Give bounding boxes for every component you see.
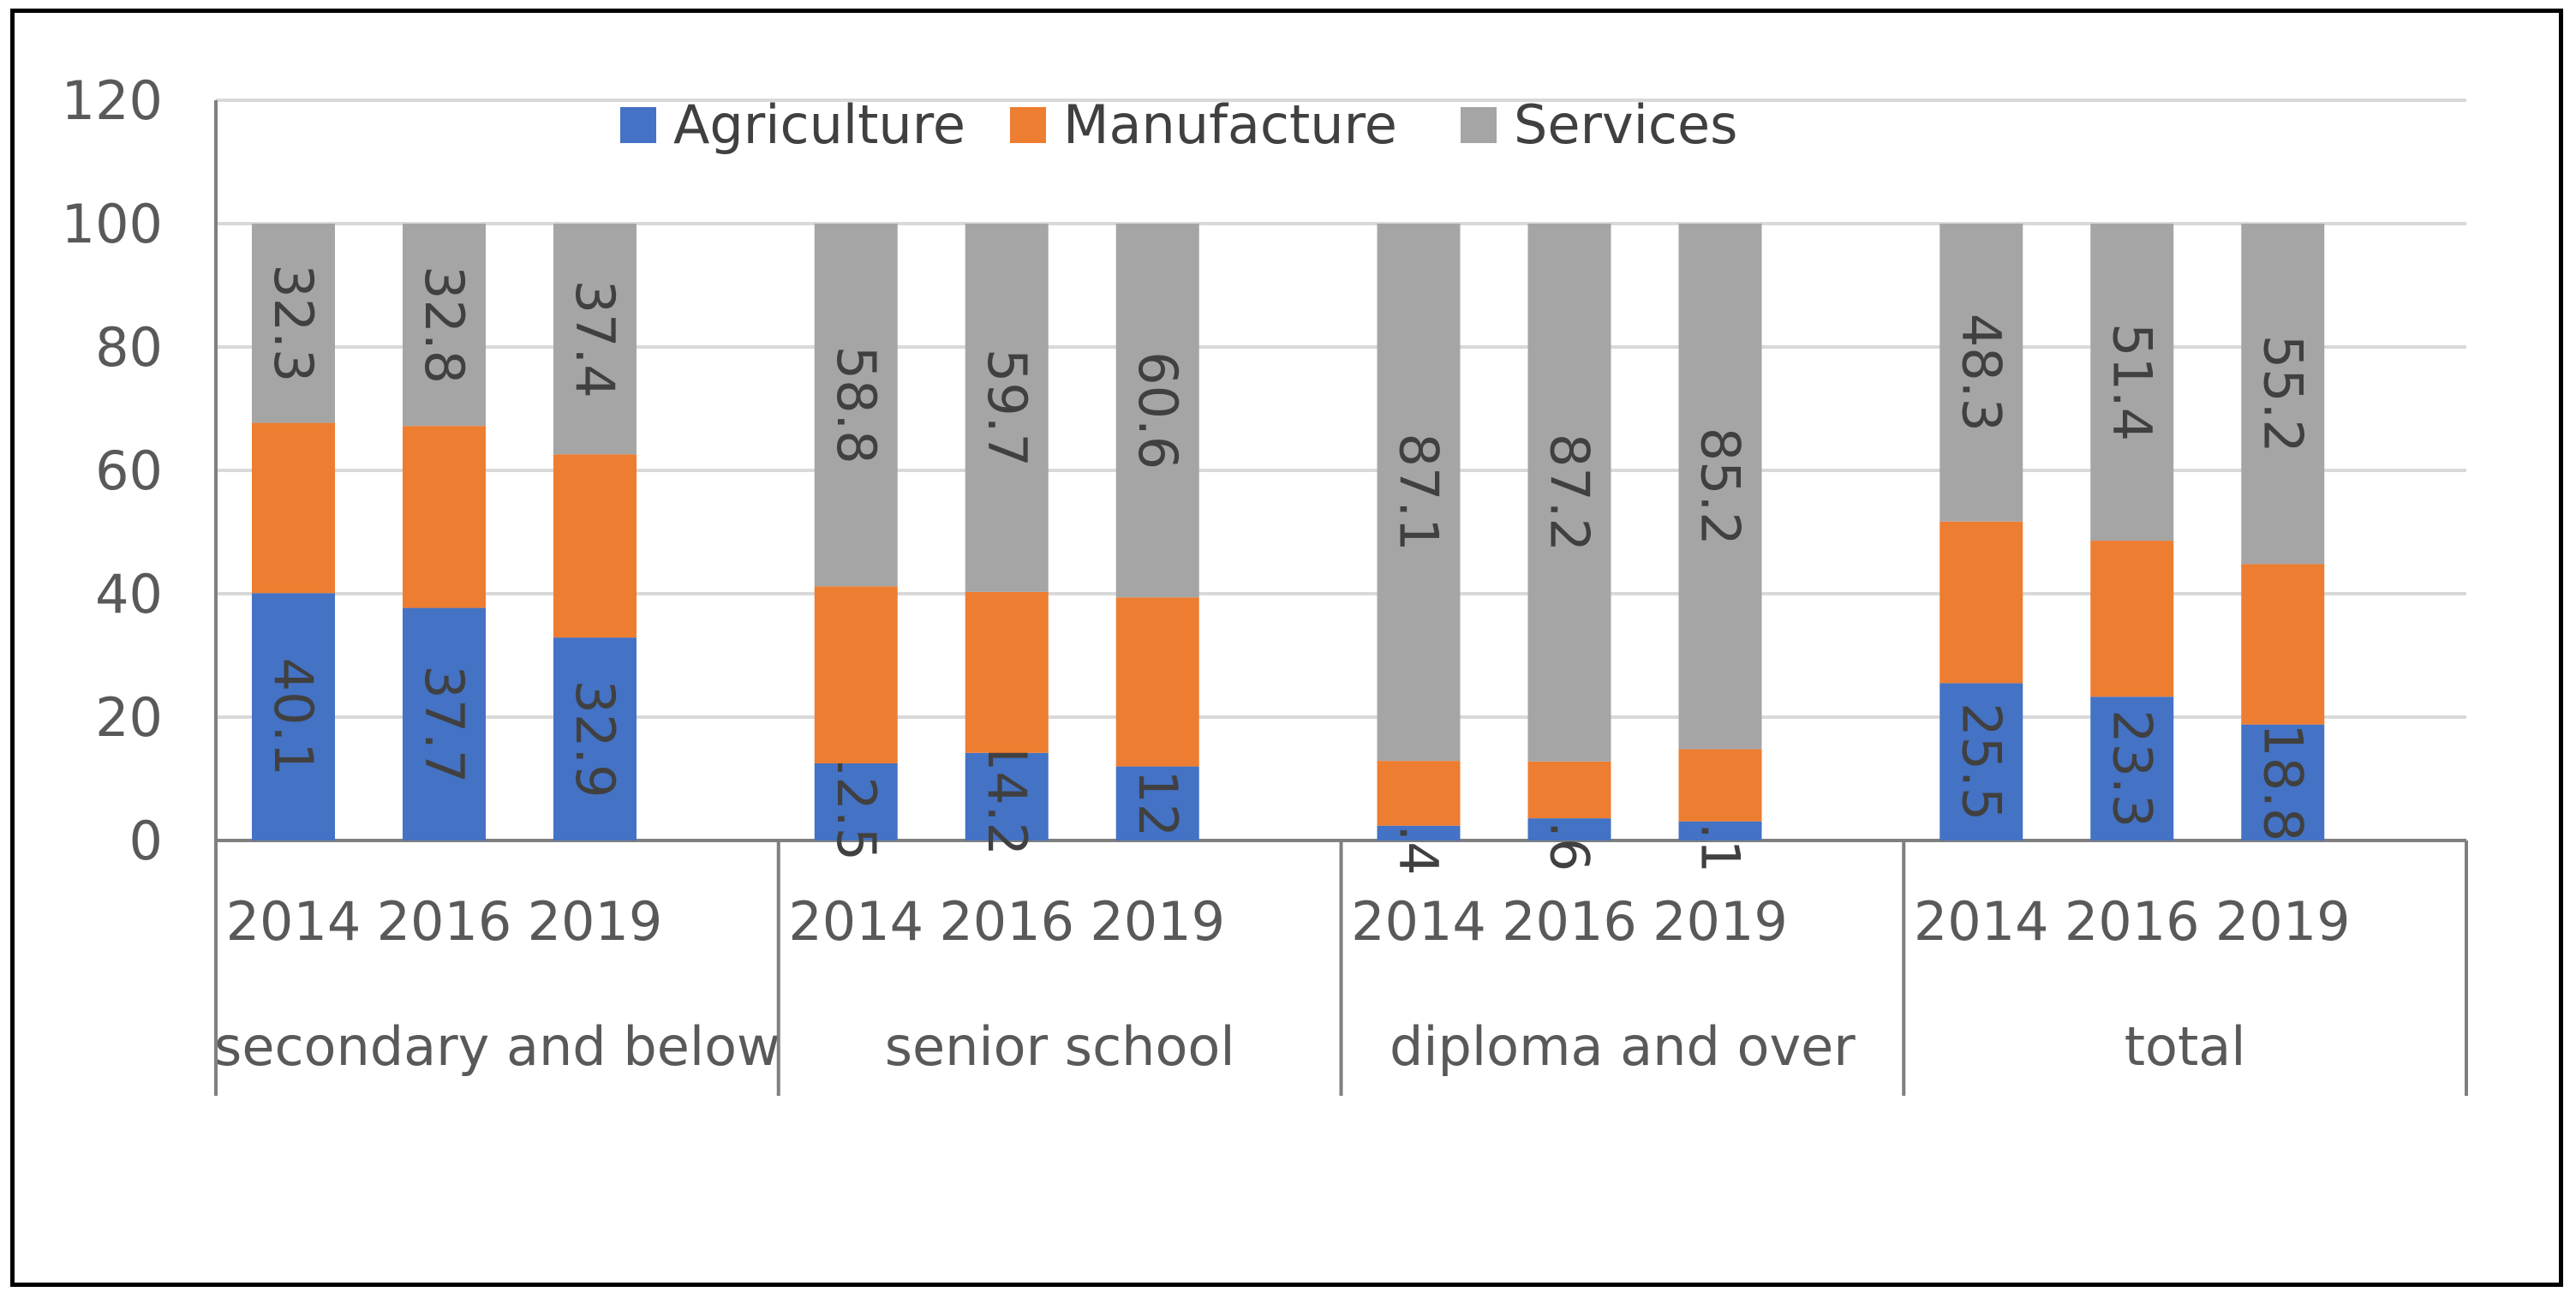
data-label-agriculture-0-2019: 32.9 bbox=[564, 680, 626, 799]
data-label-services-2-2016: 87.2 bbox=[1539, 434, 1601, 552]
x-tick-year-2-2014: 2014 bbox=[1351, 890, 1486, 953]
bar-manufacture-0-2014 bbox=[252, 422, 335, 594]
bar-services-1-2014 bbox=[814, 224, 898, 587]
legend-swatch-services bbox=[1461, 107, 1497, 143]
x-tick-year-3-2019: 2019 bbox=[2215, 890, 2351, 953]
legend-swatch-manufacture bbox=[1010, 107, 1046, 143]
data-label-agriculture-1-2016: 14.2 bbox=[976, 738, 1038, 856]
bar-services-0-2014 bbox=[252, 224, 335, 423]
bar-agriculture-0-2016 bbox=[403, 607, 486, 840]
bar-manufacture-0-2016 bbox=[403, 426, 486, 608]
bar-agriculture-0-2014 bbox=[252, 593, 335, 840]
bar-services-0-2019 bbox=[553, 224, 637, 455]
x-group-label-3: total bbox=[2125, 1015, 2246, 1078]
bar-agriculture-3-2016 bbox=[2090, 697, 2174, 840]
bar-agriculture-1-2014 bbox=[814, 763, 898, 840]
x-tick-year-1-2014: 2014 bbox=[788, 890, 923, 953]
bar-manufacture-1-2014 bbox=[814, 586, 898, 763]
data-label-services-3-2019: 55.2 bbox=[2251, 335, 2314, 453]
x-tick-year-0-2014: 2014 bbox=[226, 890, 362, 953]
stacked-bar-chart: 0 20 40 60 80 100 120 40.1 32.3 2014 37.7 32.8 2016 3… bbox=[62, 69, 2468, 1096]
data-label-services-3-2016: 51.4 bbox=[2101, 323, 2163, 441]
data-label-agriculture-3-2014: 25.5 bbox=[1950, 703, 2012, 821]
x-tick-year-1-2019: 2019 bbox=[1090, 890, 1225, 953]
chart-frame: 0 20 40 60 80 100 120 40.1 32.3 2014 37.7 32.8 2016 3… bbox=[10, 9, 2563, 1287]
data-label-services-2-2014: 87.1 bbox=[1388, 434, 1450, 552]
bar-services-3-2014 bbox=[1939, 224, 2023, 522]
x-group-label-0: secondary and below bbox=[214, 1015, 780, 1078]
bar-services-2-2014 bbox=[1377, 224, 1461, 762]
bar-agriculture-0-2019 bbox=[553, 637, 637, 840]
bar-manufacture-1-2016 bbox=[965, 591, 1049, 753]
y-tick-label-40: 40 bbox=[95, 563, 163, 625]
bar-agriculture-1-2019 bbox=[1115, 766, 1199, 840]
y-tick-label-20: 20 bbox=[95, 686, 163, 749]
legend-swatch-agriculture bbox=[620, 107, 656, 143]
data-label-services-1-2019: 60.6 bbox=[1127, 351, 1189, 470]
bar-services-1-2016 bbox=[965, 224, 1049, 592]
bar-manufacture-2-2014 bbox=[1377, 761, 1461, 826]
x-tick-year-1-2016: 2016 bbox=[939, 890, 1074, 953]
data-label-agriculture-0-2016: 37.7 bbox=[413, 665, 475, 783]
x-tick-year-2-2016: 2016 bbox=[1502, 890, 1637, 953]
y-tick-label-120: 120 bbox=[62, 69, 163, 132]
data-label-agriculture-1-2019: 12 bbox=[1127, 769, 1189, 837]
x-group-label-1: senior school bbox=[885, 1015, 1235, 1078]
bar-services-2-2016 bbox=[1527, 224, 1611, 762]
data-label-services-0-2014: 32.3 bbox=[262, 264, 325, 382]
bar-manufacture-0-2019 bbox=[553, 454, 637, 638]
bar-agriculture-2-2019 bbox=[1678, 821, 1762, 840]
data-label-agriculture-0-2014: 40.1 bbox=[262, 658, 325, 776]
bar-services-2-2019 bbox=[1678, 224, 1762, 750]
legend-label-services: Services bbox=[1514, 93, 1737, 156]
bar-agriculture-3-2019 bbox=[2241, 724, 2325, 840]
legend-label-agriculture: Agriculture bbox=[673, 93, 965, 156]
x-group-label-2: diploma and over bbox=[1390, 1015, 1856, 1078]
bar-manufacture-3-2014 bbox=[1939, 521, 2023, 684]
data-label-agriculture-3-2019: 18.8 bbox=[2251, 723, 2314, 841]
data-label-agriculture-3-2016: 23.3 bbox=[2101, 709, 2163, 828]
data-label-services-2-2019: 85.2 bbox=[1689, 428, 1752, 546]
bar-agriculture-1-2016 bbox=[965, 752, 1049, 840]
bar-services-3-2016 bbox=[2090, 224, 2174, 541]
data-label-services-3-2014: 48.3 bbox=[1950, 314, 2012, 432]
x-tick-year-0-2019: 2019 bbox=[528, 890, 663, 953]
x-tick-year-3-2014: 2014 bbox=[1914, 890, 2049, 953]
bar-manufacture-1-2019 bbox=[1115, 597, 1199, 767]
bar-services-1-2019 bbox=[1115, 224, 1199, 598]
bar-agriculture-3-2014 bbox=[1939, 683, 2023, 840]
bar-manufacture-2-2016 bbox=[1527, 761, 1611, 819]
bar-agriculture-2-2016 bbox=[1527, 818, 1611, 840]
data-label-services-1-2016: 59.7 bbox=[976, 349, 1038, 467]
data-label-services-1-2014: 58.8 bbox=[825, 346, 888, 464]
legend-label-manufacture: Manufacture bbox=[1063, 93, 1397, 156]
x-tick-year-0-2016: 2016 bbox=[377, 890, 512, 953]
bar-manufacture-3-2019 bbox=[2241, 564, 2325, 725]
y-tick-label-0: 0 bbox=[129, 810, 163, 872]
bar-manufacture-3-2016 bbox=[2090, 541, 2174, 697]
bar-agriculture-2-2014 bbox=[1377, 825, 1461, 840]
data-label-services-0-2016: 32.8 bbox=[413, 266, 475, 384]
x-tick-year-2-2019: 2019 bbox=[1653, 890, 1788, 953]
y-tick-label-80: 80 bbox=[95, 316, 163, 379]
bar-manufacture-2-2019 bbox=[1678, 749, 1762, 822]
bar-services-3-2019 bbox=[2241, 224, 2325, 565]
x-tick-year-3-2016: 2016 bbox=[2065, 890, 2200, 953]
y-tick-label-60: 60 bbox=[95, 440, 163, 502]
data-label-services-0-2019: 37.4 bbox=[564, 280, 626, 398]
bar-services-0-2016 bbox=[403, 224, 486, 427]
y-tick-label-100: 100 bbox=[62, 193, 163, 255]
